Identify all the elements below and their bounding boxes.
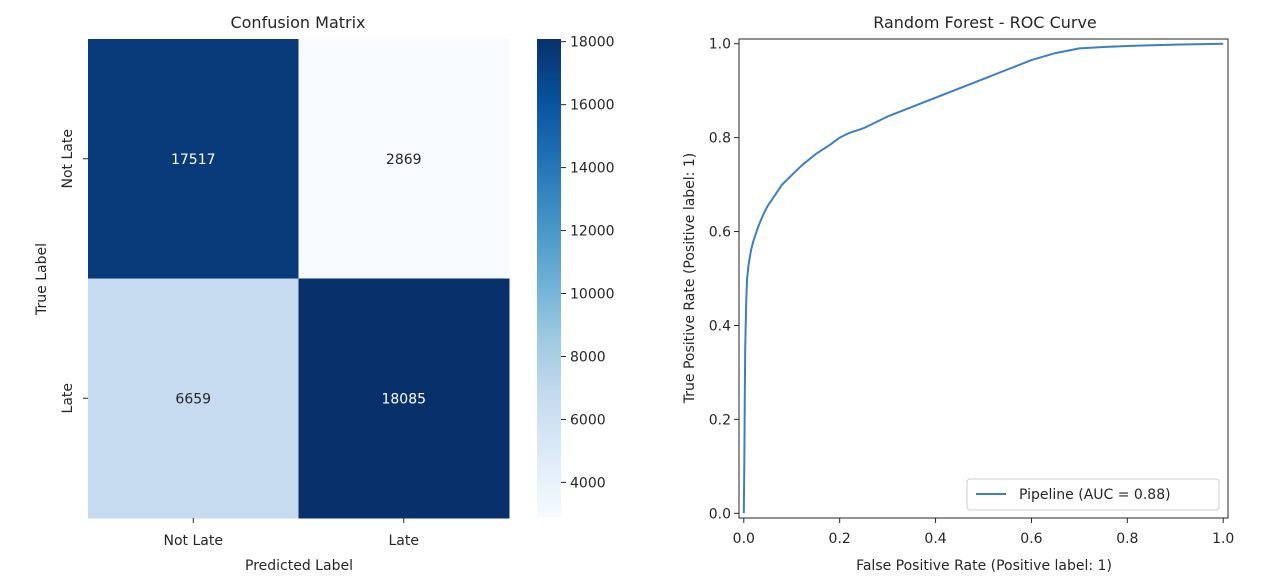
cm-y-ticks: Not Late Late	[60, 129, 88, 413]
roc-y-tick-label: 0.6	[709, 225, 731, 241]
roc-title: Random Forest - ROC Curve	[873, 13, 1097, 32]
roc-y-tick-label: 0.0	[709, 506, 731, 522]
roc-y-ticks: 0.0 0.2 0.4 0.6 0.8 1.0	[709, 37, 739, 522]
cm-cell-value: 6659	[175, 391, 211, 407]
roc-plot-frame	[738, 38, 1229, 519]
roc-x-tick-label: 0.8	[1116, 531, 1138, 547]
colorbar-tick-label: 4000	[570, 475, 606, 491]
roc-legend-label: Pipeline (AUC = 0.88)	[1019, 487, 1171, 503]
colorbar-tick-label: 16000	[570, 98, 615, 114]
cm-cells: 17517 2869 6659 18085	[88, 39, 510, 519]
roc-x-tick-label: 0.4	[924, 531, 946, 547]
roc-x-ticks: 0.0 0.2 0.4 0.6 0.8 1.0	[733, 518, 1234, 547]
roc-x-tick-label: 0.6	[1020, 531, 1042, 547]
roc-legend: Pipeline (AUC = 0.88)	[966, 478, 1220, 511]
cm-x-ticks: Not Late Late	[164, 518, 419, 549]
colorbar-gradient	[537, 39, 561, 518]
cm-cell-value: 17517	[171, 152, 216, 168]
cm-cell	[88, 278, 299, 519]
cm-y-tick-label: Not Late	[60, 129, 76, 188]
cm-y-axis-label: True Label	[34, 243, 50, 316]
cm-cell	[298, 39, 510, 279]
roc-y-tick-label: 0.2	[709, 412, 731, 428]
colorbar-tick-label: 18000	[570, 35, 615, 51]
cm-cell-value: 2869	[386, 152, 422, 168]
colorbar-tick-label: 14000	[570, 161, 615, 177]
cm-y-tick-label: Late	[60, 383, 76, 413]
roc-series-line	[742, 42, 1224, 514]
roc-x-axis-label: False Positive Rate (Positive label: 1)	[856, 558, 1112, 574]
cm-title: Confusion Matrix	[230, 13, 365, 32]
colorbar-tick-label: 8000	[570, 349, 606, 365]
roc-x-tick-label: 0.2	[829, 531, 851, 547]
cm-x-tick-label: Late	[389, 533, 419, 549]
cm-x-tick-label: Not Late	[164, 533, 223, 549]
roc-chart: Random Forest - ROC Curve 0.0 0.2 0.4 0.6 0.…	[682, 13, 1234, 574]
cm-cell-value: 18085	[381, 391, 426, 407]
roc-y-tick-label: 0.4	[709, 318, 731, 334]
cm-cell	[298, 278, 510, 519]
colorbar: 4000 6000 8000 10000 12000 14000 16000 18000	[537, 35, 615, 518]
roc-x-tick-label: 0.0	[733, 531, 755, 547]
colorbar-tick-label: 12000	[570, 224, 615, 240]
roc-y-tick-label: 1.0	[709, 37, 731, 53]
roc-y-axis-label: True Positive Rate (Positive label: 1)	[682, 153, 698, 404]
colorbar-tick-label: 10000	[570, 287, 615, 303]
cm-x-axis-label: Predicted Label	[245, 558, 353, 574]
colorbar-tick-label: 6000	[570, 412, 606, 428]
colorbar-ticks: 4000 6000 8000 10000 12000 14000 16000 18000	[561, 35, 615, 491]
confusion-matrix-chart: Confusion Matrix 17517 2869 6659 18085 Not …	[34, 13, 510, 574]
roc-legend-box	[966, 478, 1220, 511]
cm-cell	[88, 39, 299, 279]
roc-x-tick-label: 1.0	[1212, 531, 1234, 547]
roc-y-tick-label: 0.8	[709, 131, 731, 147]
